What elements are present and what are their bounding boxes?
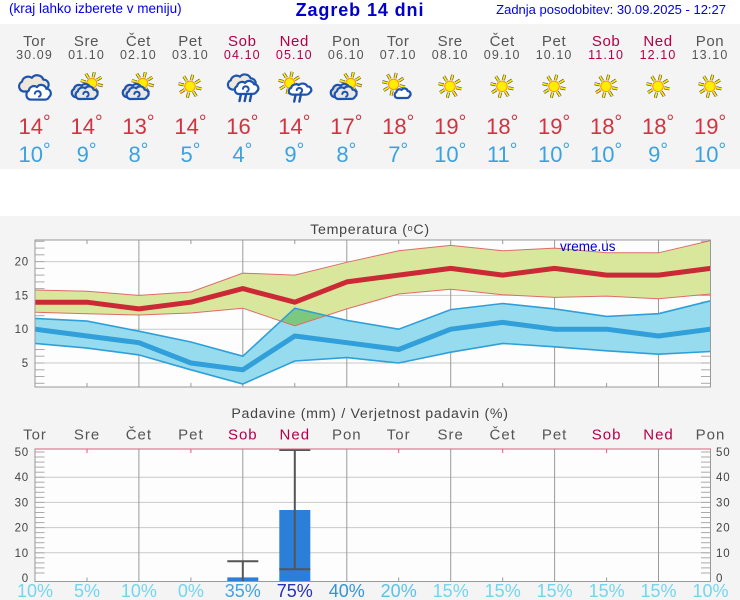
- svg-text:Ned: Ned: [280, 427, 311, 444]
- svg-text:20: 20: [15, 257, 29, 269]
- svg-text:15: 15: [15, 290, 29, 302]
- svg-text:0%: 0%: [178, 581, 204, 600]
- svg-text:10%: 10%: [121, 581, 157, 600]
- svg-text:15%: 15%: [589, 581, 625, 600]
- svg-text:40: 40: [15, 472, 29, 484]
- svg-text:10: 10: [15, 324, 29, 336]
- svg-text:Tor: Tor: [23, 427, 47, 444]
- svg-text:Sob: Sob: [228, 427, 258, 444]
- svg-text:0: 0: [716, 573, 723, 585]
- svg-text:10%: 10%: [17, 581, 53, 600]
- svg-text:40%: 40%: [329, 581, 365, 600]
- svg-text:20%: 20%: [381, 581, 417, 600]
- svg-text:35%: 35%: [225, 581, 261, 600]
- svg-text:Temperatura (oC): Temperatura (oC): [310, 222, 430, 238]
- svg-text:15%: 15%: [640, 581, 676, 600]
- svg-text:Pon: Pon: [332, 427, 362, 444]
- svg-text:Ned: Ned: [643, 427, 674, 444]
- svg-text:50: 50: [716, 447, 730, 459]
- svg-text:Pon: Pon: [696, 427, 726, 444]
- svg-text:20: 20: [716, 523, 730, 535]
- svg-text:5%: 5%: [74, 581, 100, 600]
- svg-text:10: 10: [15, 548, 29, 560]
- svg-text:30: 30: [15, 497, 29, 509]
- svg-text:50: 50: [15, 447, 29, 459]
- svg-text:0: 0: [22, 573, 29, 585]
- svg-text:Padavine (mm) / Verjetnost pad: Padavine (mm) / Verjetnost padavin (%): [231, 406, 508, 422]
- svg-text:Tor: Tor: [387, 427, 411, 444]
- svg-text:15%: 15%: [537, 581, 573, 600]
- svg-text:Pet: Pet: [542, 427, 568, 444]
- svg-text:Čet: Čet: [126, 427, 152, 444]
- svg-text:5: 5: [22, 358, 29, 370]
- svg-text:Sob: Sob: [592, 427, 622, 444]
- svg-text:15%: 15%: [485, 581, 521, 600]
- svg-text:75%: 75%: [277, 581, 313, 600]
- svg-text:10: 10: [716, 548, 730, 560]
- svg-text:20: 20: [15, 523, 29, 535]
- svg-text:10%: 10%: [692, 581, 728, 600]
- svg-text:Sre: Sre: [438, 427, 464, 444]
- svg-text:vreme.us: vreme.us: [560, 239, 616, 254]
- svg-text:Sre: Sre: [74, 427, 100, 444]
- svg-text:30: 30: [716, 497, 730, 509]
- svg-text:40: 40: [716, 472, 730, 484]
- svg-text:Pet: Pet: [178, 427, 204, 444]
- svg-text:Čet: Čet: [490, 427, 516, 444]
- svg-text:15%: 15%: [433, 581, 469, 600]
